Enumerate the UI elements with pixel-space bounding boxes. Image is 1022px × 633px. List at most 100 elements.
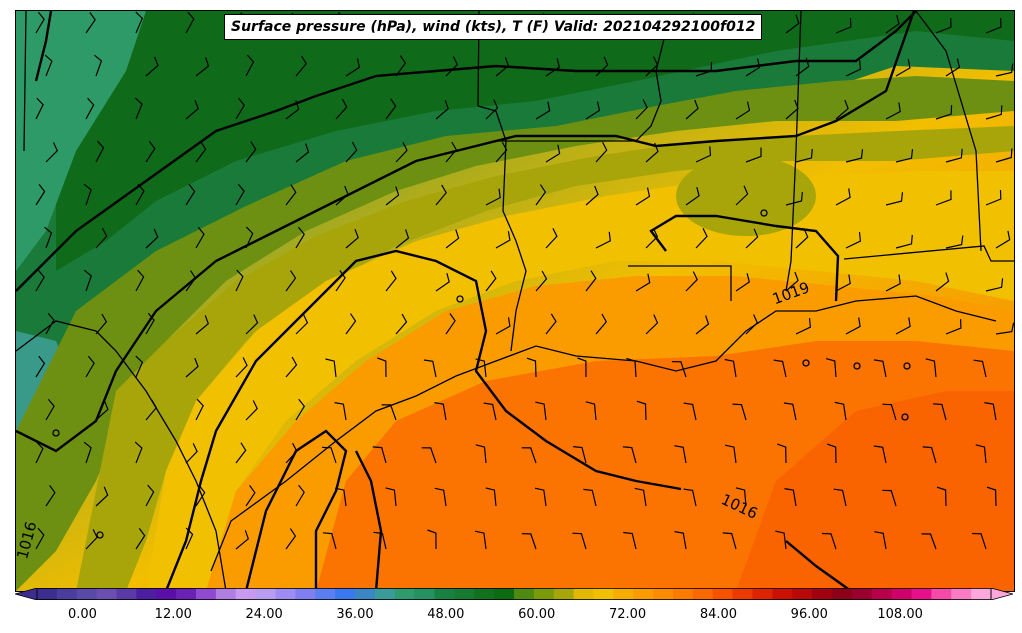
wind-barb (35, 184, 46, 206)
temp-band-yellow (146, 171, 1014, 591)
wind-barb (777, 443, 787, 464)
wind-barb (185, 99, 199, 120)
wind-barb (285, 270, 297, 292)
colorbar-tick-label: 72.00 (608, 607, 647, 622)
wind-barb (485, 487, 497, 507)
wind-barb (873, 359, 887, 378)
wind-barb (935, 272, 950, 292)
wind-barb (495, 141, 508, 163)
colorbar-swatch (76, 588, 98, 600)
wind-barb (372, 446, 387, 464)
wind-barb (434, 487, 447, 507)
wind-barb (35, 441, 44, 464)
wind-barb (795, 228, 809, 249)
wind-barb (945, 235, 964, 249)
wind-barb (83, 441, 92, 464)
colorbar-swatch (573, 588, 594, 600)
colorbar-swatch (136, 588, 157, 600)
wind-barb (895, 234, 913, 249)
colorbar-swatch (215, 588, 237, 600)
state-border-al-fl (843, 245, 1014, 262)
wind-barb (795, 318, 812, 335)
wind-barb (495, 231, 511, 249)
colorbar-swatch (494, 588, 515, 600)
wind-barb (745, 58, 761, 77)
wind-barb (85, 12, 96, 34)
colorbar-swatch (553, 588, 575, 600)
wind-barb (85, 529, 98, 550)
colorbar-swatch (692, 588, 714, 600)
wind-barb (185, 270, 197, 292)
colorbar-swatch (752, 588, 773, 600)
calm-wind-circles (52, 209, 911, 539)
wind-barb (145, 56, 159, 77)
wind-barb (474, 530, 487, 550)
temp-band-yellowgreen (76, 126, 1014, 591)
wind-barb (635, 187, 651, 206)
wind-barb (195, 398, 204, 421)
wind-barb (435, 273, 450, 292)
wind-barb (795, 57, 810, 77)
wind-barb (745, 228, 759, 249)
wind-barb (285, 100, 300, 120)
wind-barb (645, 228, 659, 249)
calm-circle (456, 295, 464, 303)
wind-barb (634, 487, 647, 507)
colorbar-tick-label: 36.00 (336, 607, 374, 622)
colorbar-swatch (911, 588, 932, 600)
wind-barb (636, 400, 647, 421)
colorbar-swatch (613, 588, 634, 600)
wind-barb (885, 14, 900, 34)
wind-barb (645, 142, 659, 163)
wind-barb (135, 355, 144, 378)
wind-barb (773, 359, 787, 378)
colorbar-swatch (434, 588, 455, 600)
wind-barb (295, 398, 306, 421)
wind-barb (235, 442, 247, 464)
wind-barb (325, 358, 337, 378)
wind-barb (695, 61, 713, 77)
wind-barb (135, 269, 145, 292)
wind-barb (735, 487, 747, 507)
colorbar-swatch (891, 588, 912, 600)
colorbar-swatch (374, 588, 396, 600)
colorbar-swatch (255, 588, 276, 600)
wind-barb (295, 55, 307, 77)
wind-barb (85, 355, 95, 378)
wind-barb (335, 185, 349, 206)
wind-barb (626, 357, 637, 378)
wind-barb (685, 99, 699, 120)
wind-barb (995, 230, 1011, 249)
state-border-ar-la (477, 105, 527, 352)
colorbar-tick-label: 0.00 (67, 607, 97, 622)
colorbar-swatch (871, 588, 893, 600)
map-title: Surface pressure (hPa), wind (kts), T (F… (224, 14, 763, 40)
colorbar-swatch (275, 588, 296, 600)
wind-barb (485, 99, 499, 120)
colorbar-swatch (196, 588, 217, 600)
wind-barb (475, 358, 487, 378)
wind-barb (845, 149, 864, 163)
wind-barb (445, 229, 460, 249)
wind-barb (45, 485, 56, 507)
wind-barb (334, 402, 347, 421)
wind-barb (735, 101, 751, 120)
wind-barb (535, 401, 547, 421)
wind-barb (685, 271, 698, 292)
wind-barb (427, 529, 437, 550)
wind-barb (845, 317, 861, 335)
wind-barb (435, 184, 447, 206)
wind-barb (235, 269, 244, 292)
calm-circle (853, 362, 861, 370)
wind-barb (671, 361, 687, 378)
wind-barb (595, 313, 608, 335)
colorbar-swatch (772, 588, 793, 600)
calm-circle (802, 359, 810, 367)
wind-barb (845, 232, 862, 249)
wind-barb (683, 402, 697, 421)
colorbar-swatch (96, 588, 117, 600)
temp-band-darkgreen (56, 11, 1014, 271)
wind-barb (395, 229, 410, 249)
colorbar-swatch (533, 588, 555, 600)
wind-barb (195, 57, 210, 77)
